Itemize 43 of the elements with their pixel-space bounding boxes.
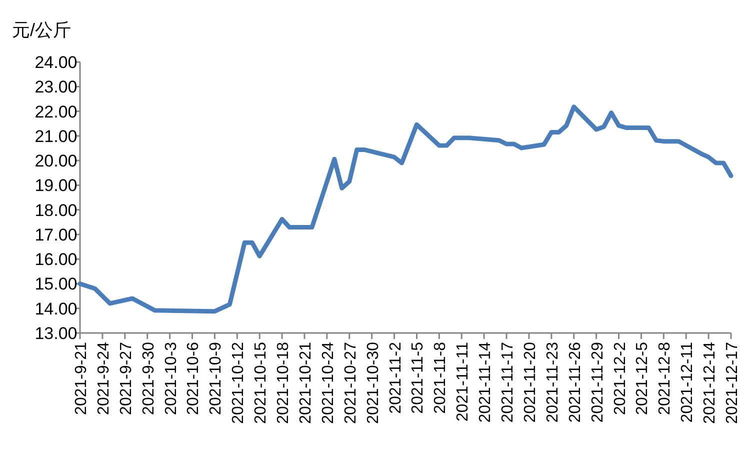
y-tick-label: 21.00 <box>34 126 78 146</box>
x-tick-label: 2021-10-9 <box>208 342 225 415</box>
x-tick-label: 2021-12-5 <box>634 342 652 415</box>
x-tick-label: 2021-9-24 <box>95 342 112 415</box>
x-tick-label: 2021-12-2 <box>612 342 629 415</box>
x-tick-label: 2021-9-27 <box>118 342 135 415</box>
y-tick-label: 15.00 <box>34 274 78 294</box>
y-tick-label: 23.00 <box>34 78 78 97</box>
x-tick-label: 2021-11-11 <box>454 342 472 422</box>
y-tick-label: 19.00 <box>34 176 78 196</box>
x-tick-label: 2021-11-29 <box>589 342 606 423</box>
y-tick-label: 18.00 <box>34 200 78 220</box>
y-tick-label: 17.00 <box>34 225 78 244</box>
x-tick-label: 2021-12-17 <box>724 342 741 424</box>
x-tick-label: 2021-9-21 <box>73 342 90 415</box>
y-tick-label: 13.00 <box>34 324 78 343</box>
y-tick-label: 22.00 <box>34 102 78 122</box>
x-tick-label: 2021-11-26 <box>566 342 584 423</box>
y-tick-label: 16.00 <box>34 250 78 270</box>
x-tick-label: 2021-10-30 <box>364 342 382 424</box>
x-tick-label: 2021-10-3 <box>162 342 180 415</box>
x-tick-label: 2021-10-27 <box>342 342 360 424</box>
x-tick-label: 2021-12-11 <box>679 342 696 423</box>
x-tick-label: 2021-12-14 <box>702 342 719 424</box>
x-tick-label: 2021-12-8 <box>656 342 674 415</box>
x-tick-label: 2021-9-30 <box>140 342 158 415</box>
y-tick-label: 14.00 <box>34 299 78 318</box>
x-tick-label: 2021-11-23 <box>544 342 562 423</box>
x-tick-label: 2021-10-18 <box>275 342 292 424</box>
x-tick-label: 2021-11-2 <box>387 342 404 414</box>
x-tick-label: 2021-10-15 <box>252 342 270 424</box>
x-tick-label: 2021-10-24 <box>320 342 337 424</box>
x-tick-label: 2021-10-21 <box>297 342 314 424</box>
x-tick-label: 2021-11-5 <box>410 342 427 414</box>
y-tick-label: 24.00 <box>34 53 78 72</box>
x-tick-label: 2021-10-12 <box>230 342 248 424</box>
y-axis-title: 元/公斤 <box>12 20 72 40</box>
x-tick-label: 2021-11-8 <box>432 342 450 414</box>
x-tick-label: 2021-11-14 <box>477 342 494 423</box>
x-tick-label: 2021-10-6 <box>185 342 202 415</box>
x-tick-label: 2021-11-20 <box>522 342 539 423</box>
x-tick-label: 2021-11-17 <box>500 342 517 423</box>
y-tick-label: 20.00 <box>34 152 78 171</box>
